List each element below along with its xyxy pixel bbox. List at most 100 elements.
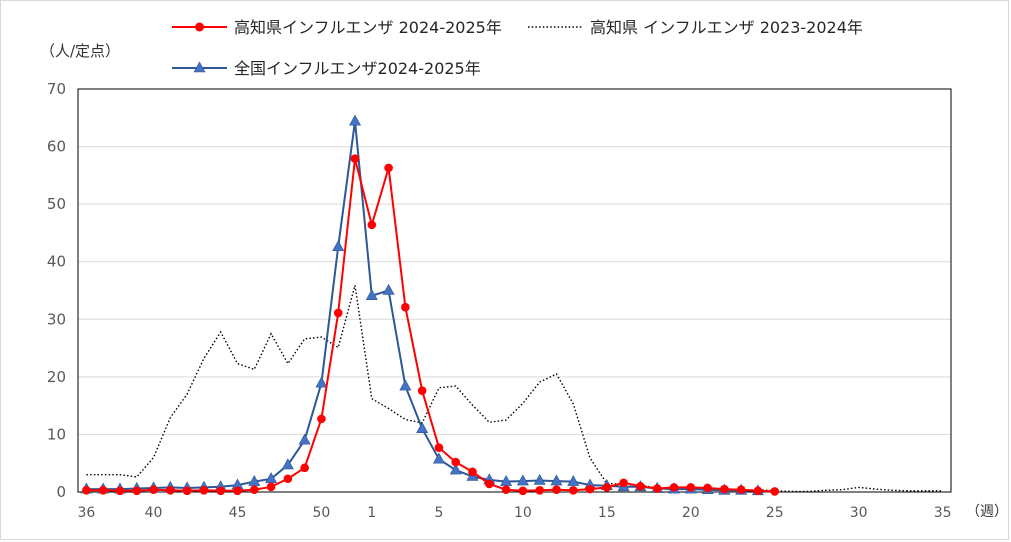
- point-2-13: [298, 433, 311, 445]
- point-0-32: [619, 478, 628, 488]
- point-0-28: [552, 485, 561, 494]
- point-0-17: [367, 220, 377, 230]
- series-0: [82, 154, 780, 496]
- point-0-21: [434, 443, 444, 452]
- point-2-28: [550, 474, 563, 486]
- point-2-14: [315, 376, 328, 388]
- y-tick-40: 40: [47, 253, 66, 271]
- point-0-26: [518, 486, 528, 496]
- point-0-20: [417, 386, 427, 395]
- point-2-26: [516, 474, 529, 486]
- point-0-5: [166, 485, 175, 495]
- point-0-33: [636, 481, 645, 491]
- point-0-34: [652, 484, 662, 493]
- point-0-1: [98, 485, 108, 495]
- point-0-2: [115, 486, 125, 496]
- y-tick-0: 0: [56, 483, 66, 501]
- point-2-21: [432, 452, 445, 464]
- legend-item-0: 高知県インフルエンザ 2024-2025年: [172, 18, 502, 37]
- point-0-11: [266, 482, 276, 492]
- x-tick-labels: 36 40 45 50 1 5 10 15 20 25 30 35: [77, 505, 951, 521]
- point-2-11: [265, 472, 278, 484]
- point-0-12: [283, 474, 293, 484]
- point-2-12: [281, 458, 294, 470]
- legend-marker-2: [193, 61, 206, 73]
- point-0-4: [149, 485, 158, 494]
- x-tick-25: 25: [766, 505, 784, 521]
- point-0-31: [602, 483, 612, 492]
- point-0-40: [753, 486, 763, 496]
- point-0-29: [568, 485, 578, 495]
- point-0-15: [333, 308, 343, 318]
- x-tick-30: 30: [850, 505, 868, 521]
- point-0-25: [501, 485, 511, 494]
- point-0-23: [468, 467, 477, 477]
- point-0-24: [485, 479, 494, 489]
- legend-item-1: 高知県 インフルエンザ 2023-2024年: [528, 18, 863, 37]
- point-2-29: [567, 475, 580, 486]
- point-0-39: [736, 485, 746, 494]
- point-0-7: [199, 485, 209, 495]
- series-1: [86, 285, 943, 493]
- legend-label-0: 高知県インフルエンザ 2024-2025年: [234, 18, 502, 37]
- point-0-0: [82, 485, 91, 495]
- point-0-30: [585, 484, 595, 494]
- x-tick-1: 1: [367, 505, 376, 521]
- point-0-27: [535, 485, 544, 495]
- point-2-20: [416, 422, 429, 433]
- point-0-8: [216, 486, 226, 496]
- x-tick-20: 20: [682, 505, 700, 521]
- series-line-0: [86, 158, 775, 493]
- y-tick-10: 10: [47, 425, 66, 443]
- point-0-19: [401, 302, 410, 312]
- y-tick-70: 70: [47, 80, 66, 98]
- point-0-37: [703, 483, 712, 493]
- point-0-10: [249, 485, 259, 494]
- point-2-15: [332, 240, 345, 252]
- x-tick-15: 15: [598, 505, 616, 521]
- x-tick-10: 10: [514, 505, 532, 521]
- point-2-22: [449, 463, 462, 475]
- point-0-38: [720, 484, 729, 494]
- point-2-18: [382, 283, 395, 295]
- y-tick-60: 60: [47, 138, 66, 156]
- point-0-22: [451, 457, 461, 467]
- x-tick-35: 35: [934, 505, 952, 521]
- y-axis-label: （人/定点）: [40, 42, 120, 60]
- x-tick-5: 5: [434, 505, 443, 521]
- plot-area: [77, 88, 952, 493]
- point-0-36: [686, 483, 696, 492]
- y-tick-20: 20: [47, 368, 66, 386]
- y-tick-50: 50: [47, 195, 66, 213]
- legend-marker-0: [195, 22, 204, 32]
- gridlines: [78, 146, 951, 435]
- point-0-18: [384, 163, 393, 173]
- point-0-6: [182, 486, 192, 496]
- point-2-19: [399, 379, 412, 391]
- legend-label-1: 高知県 インフルエンザ 2023-2024年: [590, 18, 863, 37]
- point-0-3: [132, 486, 142, 496]
- series-line-2: [86, 121, 758, 492]
- x-tick-45: 45: [229, 505, 247, 521]
- legend: 高知県インフルエンザ 2024-2025年 高知県 インフルエンザ 2023-20…: [172, 18, 863, 78]
- x-tick-36: 36: [77, 505, 95, 521]
- point-0-9: [233, 486, 242, 496]
- point-0-14: [317, 414, 326, 424]
- legend-item-2: 全国インフルエンザ2024-2025年: [172, 59, 481, 78]
- point-0-35: [669, 483, 679, 492]
- point-0-16: [350, 154, 360, 163]
- point-0-13: [300, 463, 309, 473]
- x-axis-label: （週）: [966, 504, 1008, 520]
- x-tick-50: 50: [313, 505, 331, 521]
- legend-label-2: 全国インフルエンザ2024-2025年: [234, 59, 481, 78]
- series-2: [80, 114, 764, 496]
- point-2-17: [365, 289, 378, 300]
- point-0-41: [770, 487, 780, 496]
- series-group: [80, 114, 943, 496]
- point-2-16: [349, 114, 362, 126]
- series-line-1: [86, 285, 943, 493]
- x-tick-40: 40: [145, 505, 163, 521]
- point-2-27: [533, 473, 546, 485]
